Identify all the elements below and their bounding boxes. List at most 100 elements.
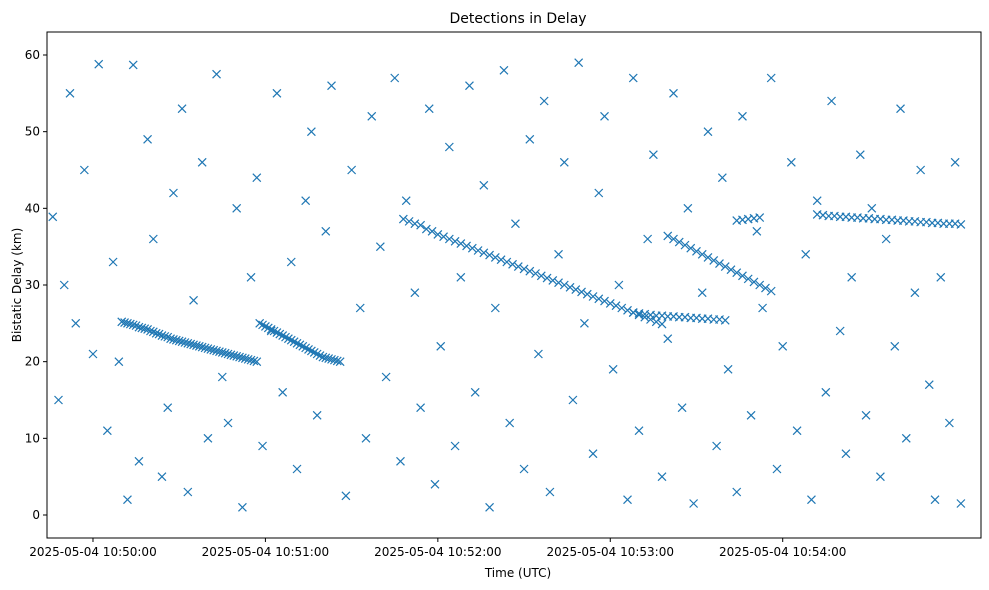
data-point-clutter: [396, 456, 405, 466]
data-point-clutter: [766, 73, 776, 83]
data-point-track-a: [212, 346, 221, 356]
data-point-track-b: [732, 268, 742, 278]
data-point-clutter: [746, 410, 756, 420]
data-point-clutter: [347, 165, 357, 175]
data-point-clutter: [861, 410, 871, 420]
data-point-track-b: [749, 277, 759, 287]
data-point-track-a: [249, 356, 259, 366]
data-point-track-a: [154, 329, 164, 339]
data-point-clutter: [246, 272, 256, 282]
data-point-track-b: [680, 240, 690, 250]
data-point-track-b: [421, 224, 431, 234]
data-point-track-a: [306, 346, 316, 356]
data-point-clutter: [519, 464, 529, 474]
data-point-clutter: [312, 410, 322, 420]
data-point-track-b: [473, 246, 483, 255]
data-point-track-b: [433, 229, 443, 239]
data-point-track-a: [137, 323, 147, 333]
chart-title: Detections in Delay: [449, 11, 586, 27]
data-point-clutter: [712, 441, 722, 451]
data-point-clutter: [278, 387, 288, 397]
data-point-clutter: [588, 449, 598, 459]
data-point-track-c: [720, 315, 730, 325]
data-point-clutter: [470, 387, 480, 397]
y-tick-label: 60: [25, 48, 40, 62]
data-point-clutter: [306, 127, 316, 137]
data-point-track-a: [197, 342, 207, 352]
data-point-track-a: [151, 328, 161, 338]
data-point-track-a: [324, 354, 334, 364]
data-point-track-a: [309, 348, 319, 357]
data-point-clutter: [634, 426, 644, 436]
data-point-clutter: [623, 495, 632, 505]
data-point-clutter: [628, 73, 638, 83]
data-point-clutter: [258, 441, 267, 451]
data-point-track-b: [554, 278, 563, 288]
data-point-clutter: [950, 157, 960, 167]
data-point-track-c: [755, 213, 765, 222]
data-point-clutter: [643, 234, 653, 244]
data-point-track-a: [269, 326, 279, 336]
data-point-track-b: [588, 292, 598, 301]
data-point-clutter: [594, 188, 604, 198]
data-point-clutter: [539, 96, 549, 106]
data-point-track-a: [255, 318, 265, 328]
data-point-track-a: [209, 345, 219, 355]
data-point-track-b: [743, 274, 753, 284]
data-point-track-b: [479, 248, 489, 258]
x-axis-label: Time (UTC): [484, 566, 551, 580]
data-point-track-a: [194, 341, 204, 351]
y-tick-label: 30: [25, 278, 40, 292]
data-point-track-a: [171, 335, 181, 345]
data-point-clutter: [341, 491, 351, 501]
x-tick-label: 2025-05-04 10:53:00: [547, 545, 674, 559]
data-point-clutter: [143, 134, 153, 144]
data-point-track-a: [266, 325, 276, 334]
data-point-track-a: [315, 351, 325, 360]
data-point-clutter: [944, 418, 954, 428]
data-point-clutter: [286, 257, 296, 267]
data-point-track-a: [177, 337, 187, 347]
data-point-track-a: [200, 343, 210, 353]
data-point-clutter: [930, 495, 940, 505]
data-point-clutter: [177, 104, 187, 114]
data-point-clutter: [410, 288, 420, 298]
data-point-track-b: [490, 252, 500, 262]
data-point-clutter: [450, 441, 460, 451]
data-point-track-a: [174, 336, 184, 346]
data-point-clutter: [807, 495, 816, 505]
data-point-clutter: [71, 318, 81, 328]
data-point-track-b: [720, 262, 730, 272]
data-point-clutter: [252, 173, 262, 183]
data-point-track-b: [444, 234, 454, 244]
data-point-clutter: [881, 234, 891, 244]
data-point-clutter: [197, 157, 207, 167]
data-point-track-a: [258, 320, 267, 330]
data-point-track-a: [292, 338, 302, 348]
data-point-track-b: [692, 246, 701, 256]
data-point-clutter: [855, 150, 865, 160]
data-point-track-b: [761, 283, 770, 293]
data-point-track-a: [117, 317, 127, 327]
data-point-clutter: [134, 456, 144, 466]
data-point-clutter: [867, 203, 877, 213]
data-point-clutter: [189, 295, 198, 305]
data-point-track-a: [240, 354, 250, 364]
data-point-track-b: [674, 237, 684, 247]
data-point-clutter: [375, 242, 385, 252]
data-point-track-a: [272, 328, 282, 337]
data-point-track-a: [286, 335, 296, 345]
data-point-clutter: [485, 502, 494, 512]
data-point-clutter: [772, 464, 782, 474]
data-point-track-b: [502, 257, 512, 267]
data-point-clutter: [703, 127, 713, 137]
data-point-clutter: [321, 226, 331, 236]
data-point-track-b: [531, 269, 540, 278]
data-point-clutter: [600, 111, 609, 121]
data-point-track-a: [183, 338, 193, 348]
data-point-track-b: [462, 241, 472, 251]
data-point-clutter: [223, 418, 233, 428]
data-point-clutter: [792, 426, 802, 436]
data-point-track-b: [467, 243, 477, 253]
data-point-clutter: [554, 249, 563, 259]
